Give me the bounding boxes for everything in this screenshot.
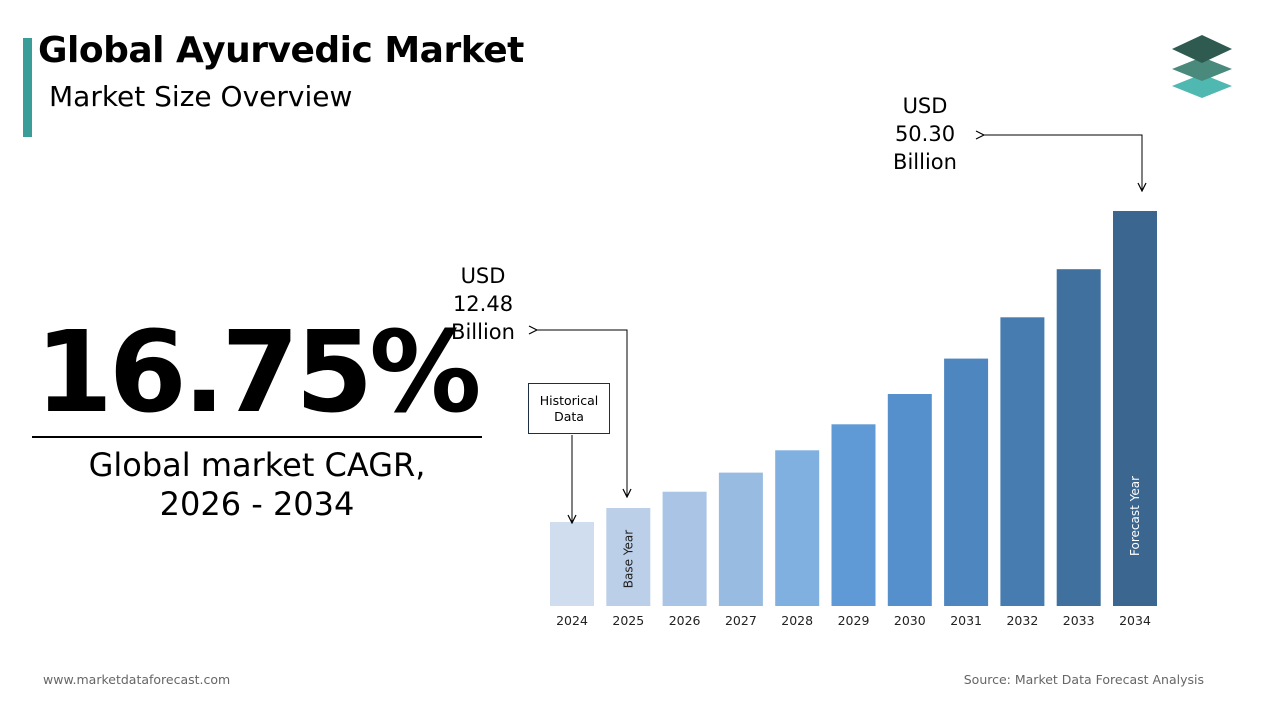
x-tick-2031: 2031 <box>950 613 982 628</box>
cagr-value: 16.75% <box>35 308 481 438</box>
x-tick-2024: 2024 <box>556 613 588 628</box>
x-tick-2025: 2025 <box>612 613 644 628</box>
stacked-layers-logo-icon <box>1172 35 1232 98</box>
x-tick-2028: 2028 <box>781 613 813 628</box>
bar-label-2034: Forecast Year <box>1128 476 1142 556</box>
cagr-label-line2: 2026 - 2034 <box>159 485 355 523</box>
footer-website: www.marketdataforecast.com <box>43 672 231 687</box>
bar-2030 <box>887 394 932 606</box>
base-year-arrow <box>537 330 627 497</box>
start-unit: Billion <box>451 320 515 344</box>
bar-2028 <box>775 450 820 606</box>
page-subtitle: Market Size Overview <box>49 80 353 113</box>
bar-2033 <box>1056 269 1101 606</box>
cagr-label-line1: Global market CAGR, <box>88 446 426 484</box>
footer-source: Source: Market Data Forecast Analysis <box>963 672 1204 687</box>
x-tick-2033: 2033 <box>1063 613 1095 628</box>
bar-label-2025: Base Year <box>621 530 635 589</box>
bar-2034 <box>1113 211 1157 606</box>
bar-2026 <box>662 491 707 606</box>
bar-2031 <box>944 358 989 606</box>
end-amount: 50.30 <box>894 122 956 146</box>
x-tick-2032: 2032 <box>1006 613 1038 628</box>
end-value-callout: USD 50.30 Billion <box>880 92 970 176</box>
start-value-callout: USD 12.48 Billion <box>440 262 526 346</box>
bar-2024 <box>550 522 594 606</box>
x-tick-2034: 2034 <box>1119 613 1151 628</box>
bar-2029 <box>831 424 876 606</box>
bar-2027 <box>718 472 763 606</box>
forecast-arrow <box>984 135 1142 191</box>
cagr-divider <box>32 436 482 438</box>
cagr-label: Global market CAGR, 2026 - 2034 <box>32 446 482 524</box>
x-tick-2029: 2029 <box>838 613 870 628</box>
page-title: Global Ayurvedic Market <box>38 30 524 71</box>
end-currency: USD <box>902 94 948 118</box>
title-accent-bar <box>23 38 32 137</box>
bar-2032 <box>1000 317 1045 606</box>
start-amount: 12.48 <box>452 292 514 316</box>
bar-2025 <box>606 508 651 606</box>
x-tick-2026: 2026 <box>669 613 701 628</box>
end-unit: Billion <box>893 150 957 174</box>
start-currency: USD <box>460 264 506 288</box>
x-tick-2027: 2027 <box>725 613 757 628</box>
x-tick-2030: 2030 <box>894 613 926 628</box>
